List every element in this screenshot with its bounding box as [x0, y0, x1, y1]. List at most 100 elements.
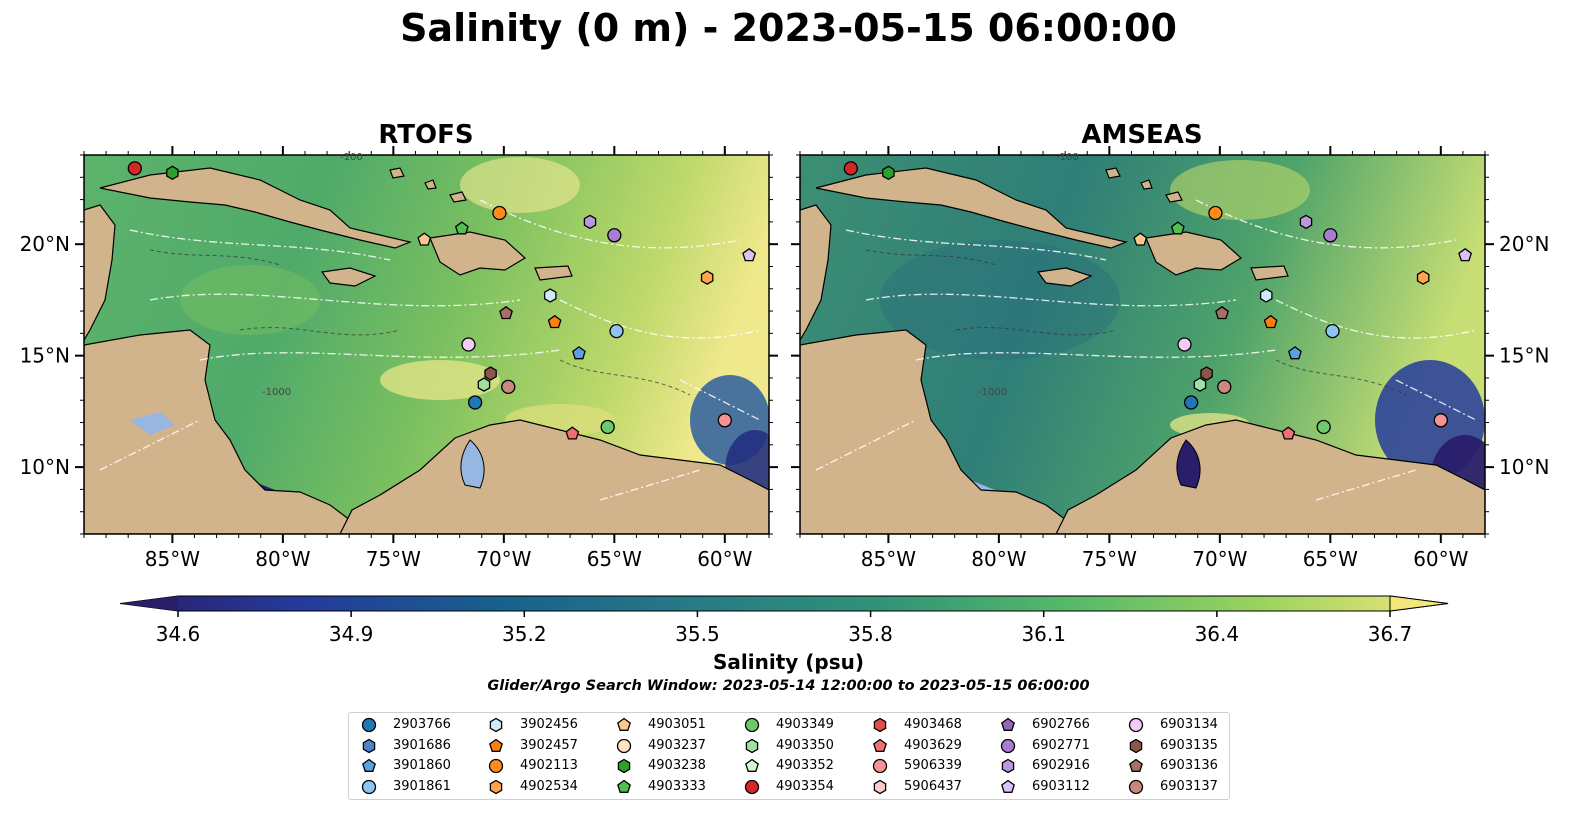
legend: 2903766 3901686 3901860 3901861 3902456 39024…: [348, 712, 1230, 800]
legend-item-label: 6903137: [1160, 778, 1218, 794]
legend-item-label: 4903468: [904, 717, 962, 732]
x-tick-label: 75°W: [366, 547, 421, 571]
colorbar-tick-label: 35.2: [502, 622, 547, 646]
search-window-text: Glider/Argo Search Window: 2023-05-14 12…: [487, 678, 1090, 694]
platform-marker-6902916: [1299, 214, 1313, 230]
legend-item-label: 4903629: [904, 737, 962, 753]
circle-marker-icon: [488, 758, 504, 774]
circle-marker-icon: [1128, 779, 1144, 794]
figure-title: Salinity (0 m) - 2023-05-15 06:00:00: [400, 6, 1177, 50]
x-tick-label: 70°W: [476, 547, 531, 571]
pentagon-marker-icon: [362, 758, 376, 772]
platform-marker-6902771: [607, 228, 622, 243]
legend-item-label: 3901861: [393, 778, 451, 794]
legend-item-label: 3902456: [520, 717, 578, 732]
platform-marker-6903136: [1215, 305, 1229, 320]
map-amseas: [800, 155, 1485, 534]
legend-item-label: 6902771: [1032, 737, 1090, 753]
legend-item-label: 4903350: [776, 737, 834, 753]
circle-marker-icon: [744, 779, 760, 794]
pentagon-marker-icon: [1001, 717, 1015, 731]
pentagon-marker-icon: [1129, 758, 1143, 772]
y-tick-label: 10°N: [1499, 455, 1549, 479]
platform-marker-4903238: [882, 165, 895, 181]
legend-item-label: 3902457: [520, 737, 578, 753]
platform-marker-6903134: [461, 337, 476, 352]
platform-marker-3901861: [1325, 323, 1340, 339]
x-tick-label: 85°W: [861, 547, 916, 571]
colorbar-label: Salinity (psu): [712, 650, 864, 674]
platform-marker-4902113: [492, 205, 507, 221]
platform-marker-3902456: [1259, 288, 1273, 303]
platform-marker-4903333: [454, 221, 469, 235]
legend-item-label: 6903112: [1032, 778, 1090, 794]
hexagon-marker-icon: [489, 779, 503, 794]
platform-marker-6903137: [501, 379, 516, 395]
legend-item-label: 5906437: [904, 778, 962, 794]
platform-marker-2903766: [467, 395, 483, 410]
pentagon-marker-icon: [1001, 779, 1015, 793]
pentagon-marker-icon: [617, 717, 631, 731]
circle-marker-icon: [1000, 738, 1016, 753]
legend-item-label: 4903238: [648, 758, 706, 773]
platform-marker-4903350: [477, 377, 491, 392]
colorbar-tick-label: 36.4: [1195, 622, 1240, 646]
hexagon-marker-icon: [873, 717, 887, 733]
platform-marker-3902456: [543, 288, 557, 303]
legend-item-label: 6903136: [1160, 758, 1218, 773]
platform-marker-4903051: [1133, 232, 1148, 246]
platform-marker-2903766: [1183, 395, 1199, 410]
hexagon-marker-icon: [617, 758, 631, 774]
platform-marker-4902534: [1416, 270, 1430, 285]
x-tick-label: 65°W: [587, 547, 642, 571]
legend-item-label: 4903352: [776, 758, 834, 773]
platform-marker-4902113: [1208, 205, 1223, 221]
circle-marker-icon: [361, 779, 377, 794]
platform-marker-6903136: [499, 305, 513, 320]
platform-marker-6903112: [1458, 247, 1473, 262]
platform-marker-4903349: [1316, 419, 1331, 435]
colorbar-tick-label: 36.1: [1021, 622, 1066, 646]
hexagon-marker-icon: [489, 717, 503, 733]
platform-marker-4903629: [565, 426, 580, 440]
platform-marker-6903112: [742, 247, 757, 262]
y-tick-label: 10°N: [20, 455, 70, 479]
platform-marker-4903238: [166, 165, 179, 181]
x-tick-label: 80°W: [971, 547, 1026, 571]
legend-item-label: 4903333: [648, 778, 706, 794]
pentagon-marker-icon: [745, 758, 759, 772]
platform-marker-6903135: [1200, 366, 1213, 381]
platform-marker-3902457: [547, 314, 562, 329]
hexagon-marker-icon: [1129, 738, 1143, 753]
y-tick-label: 15°N: [20, 344, 70, 368]
circle-marker-icon: [744, 717, 760, 733]
x-tick-label: 70°W: [1192, 547, 1247, 571]
platform-marker-5906339: [717, 413, 732, 428]
hexagon-marker-icon: [873, 779, 887, 794]
hexagon-marker-icon: [362, 738, 376, 753]
colorbar-tick-label: 35.8: [848, 622, 893, 646]
platform-marker-4903349: [600, 419, 615, 435]
platform-marker-3902457: [1263, 314, 1278, 329]
platform-marker-6902916: [583, 214, 597, 230]
platform-marker-4903051: [417, 232, 432, 246]
colorbar-tick-label: 36.7: [1368, 622, 1413, 646]
contour-label: -100: [1056, 152, 1079, 163]
platform-marker-3901861: [609, 323, 624, 339]
y-tick-label: 15°N: [1499, 344, 1549, 368]
colorbar-tick-label: 35.5: [675, 622, 720, 646]
platform-marker-4903354: [127, 161, 142, 176]
legend-item-label: 5906339: [904, 758, 962, 773]
x-tick-label: 60°W: [697, 547, 752, 571]
x-tick-label: 85°W: [145, 547, 200, 571]
x-tick-label: 80°W: [255, 547, 310, 571]
map-rtofs: [84, 155, 769, 534]
legend-item-label: 3901686: [393, 737, 451, 753]
platform-marker-4903333: [1170, 221, 1185, 235]
hexagon-marker-icon: [745, 738, 759, 753]
platform-marker-3901860: [1288, 346, 1302, 360]
pentagon-marker-icon: [873, 738, 887, 752]
legend-item-label: 3901860: [393, 758, 451, 773]
x-tick-label: 75°W: [1082, 547, 1137, 571]
